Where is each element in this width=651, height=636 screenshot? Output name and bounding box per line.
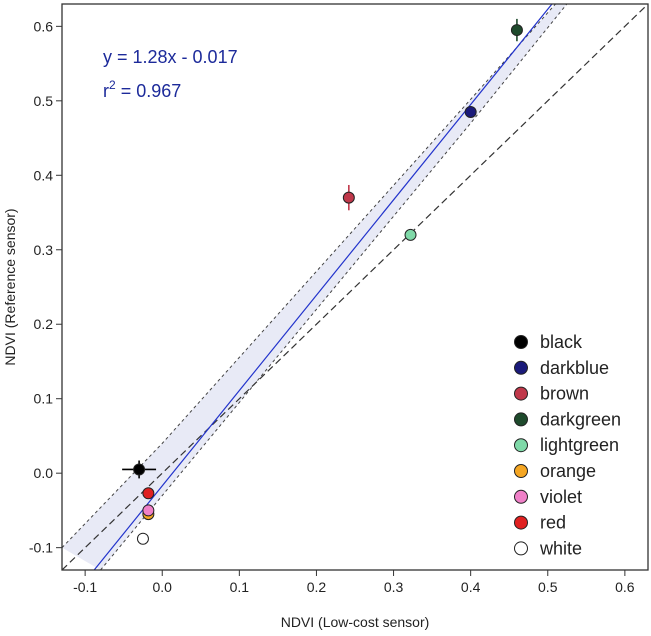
legend-label: black (540, 332, 583, 352)
y-axis-title: NDVI (Reference sensor) (2, 208, 18, 365)
confidence-lower-line (100, 4, 568, 570)
x-tick-label: 0.6 (615, 579, 635, 595)
marker-white (136, 532, 149, 545)
legend-item-darkgreen: darkgreen (514, 409, 621, 429)
y-tick-label: 0.1 (34, 391, 54, 407)
x-tick-label: 0.5 (538, 579, 558, 595)
plot-frame (61, 3, 649, 571)
confidence-band (62, 4, 567, 570)
legend-item-brown: brown (514, 384, 589, 404)
data-point-violet (142, 504, 155, 517)
y-tick-label: 0.3 (34, 242, 54, 258)
x-tick-label: -0.1 (73, 579, 97, 595)
x-tick-label: 0.4 (461, 579, 481, 595)
y-tick-label: 0.6 (34, 18, 54, 34)
x-tick-label: 0.2 (307, 579, 327, 595)
legend-item-lightgreen: lightgreen (514, 435, 619, 455)
data-point-red (142, 487, 155, 500)
marker-red (142, 487, 155, 500)
marker-brown (342, 191, 355, 204)
legend-label: orange (540, 461, 596, 481)
r-squared-value: = 0.967 (116, 81, 182, 101)
legend-marker (514, 386, 528, 401)
legend-item-orange: orange (514, 461, 596, 481)
legend-label: white (539, 538, 582, 558)
marker-darkgreen (510, 24, 523, 37)
y-tick-label: 0.5 (34, 93, 54, 109)
r-squared-label: r2 = 0.967 (103, 78, 181, 101)
legend-item-black: black (514, 332, 583, 352)
data-point-darkgreen (510, 18, 523, 42)
confidence-upper-line (62, 4, 556, 549)
r-squared-symbol: r (103, 81, 109, 101)
y-tick-label: -0.1 (29, 540, 53, 556)
x-tick-label: 0.1 (230, 579, 250, 595)
data-point-brown (342, 184, 355, 211)
legend-label: red (540, 513, 566, 533)
legend-item-darkblue: darkblue (514, 358, 609, 378)
x-tick-label: 0.3 (384, 579, 404, 595)
y-tick-label: 0.4 (34, 167, 54, 183)
legend-marker (514, 515, 528, 530)
x-axis-title: NDVI (Low-cost sensor) (281, 614, 430, 630)
y-tick-label: 0.2 (34, 316, 54, 332)
r-squared-exponent: 2 (109, 78, 116, 92)
regression-equation: y = 1.28x - 0.017 (103, 47, 238, 67)
legend-marker (514, 489, 528, 504)
legend: black darkblue brown darkgreen lightgreen ora… (514, 332, 621, 558)
data-point-white (136, 532, 149, 545)
marker-darkblue (464, 105, 477, 118)
legend-item-violet: violet (514, 487, 582, 507)
legend-item-red: red (514, 513, 566, 533)
data-point-black (122, 460, 157, 479)
y-tick-label: 0.0 (34, 465, 54, 481)
legend-marker (514, 335, 528, 349)
legend-marker (514, 360, 528, 375)
legend-label: brown (540, 384, 589, 404)
identity-line (62, 4, 648, 570)
legend-marker (514, 412, 528, 427)
legend-marker (514, 541, 528, 556)
legend-label: lightgreen (540, 435, 619, 455)
regression-line (93, 4, 553, 570)
marker-lightgreen (404, 228, 417, 241)
legend-label: darkgreen (540, 409, 621, 429)
legend-marker (514, 464, 528, 478)
legend-item-white: white (514, 538, 582, 558)
x-tick-label: 0.0 (153, 579, 173, 595)
marker-black (133, 463, 146, 476)
data-point-darkblue (464, 105, 477, 118)
legend-marker (514, 438, 528, 453)
legend-label: violet (540, 487, 582, 507)
legend-label: darkblue (540, 358, 609, 378)
data-point-lightgreen (404, 228, 417, 241)
marker-violet (142, 504, 155, 517)
